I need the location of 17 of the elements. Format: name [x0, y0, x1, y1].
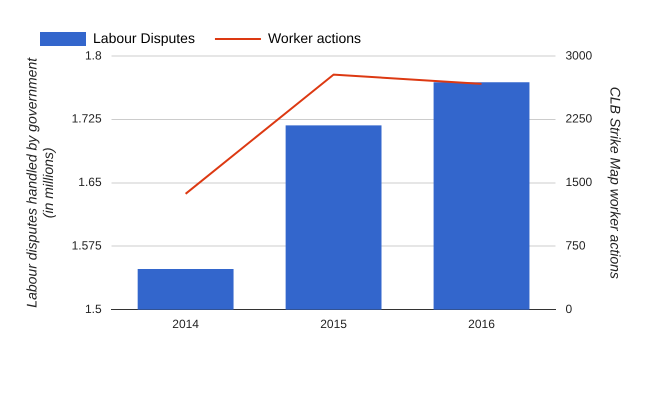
y-tick-label: 1.5: [84, 302, 102, 316]
y2-tick-label: 750: [566, 238, 586, 253]
y-tick-label: 1.65: [78, 175, 102, 190]
x-tick-label: 2016: [468, 317, 496, 332]
y-tick-label: 1.725: [72, 112, 102, 126]
x-tick-label: 2015: [320, 317, 348, 332]
y-tick-label: 1.8: [84, 48, 102, 62]
legend-label: Labour Disputes: [93, 30, 195, 46]
y2-axis-title: CLB Strike Map worker actions: [608, 86, 624, 279]
x-tick-label: 2014: [172, 317, 200, 332]
y2-tick-label: 1500: [566, 175, 593, 190]
y2-tick-label: 3000: [566, 48, 593, 62]
y-tick-label: 1.575: [72, 238, 102, 253]
legend-label: Worker actions: [268, 30, 362, 46]
y2-tick-label: 2250: [566, 112, 593, 126]
y2-tick-label: 0: [566, 302, 573, 316]
y-axis-title: Labour disputes handled by government (in millions): [23, 56, 56, 308]
